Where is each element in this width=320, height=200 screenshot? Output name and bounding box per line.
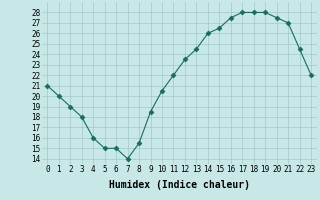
X-axis label: Humidex (Indice chaleur): Humidex (Indice chaleur): [109, 180, 250, 190]
